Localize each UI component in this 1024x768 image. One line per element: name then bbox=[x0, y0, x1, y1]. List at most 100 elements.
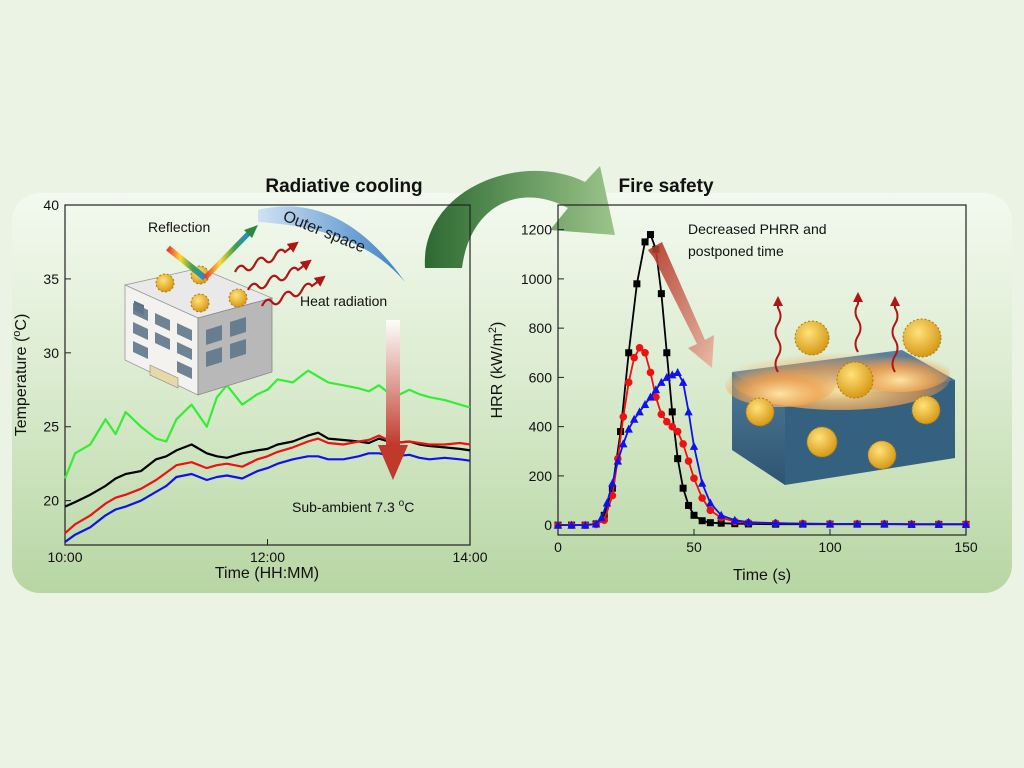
y-tick-label: 800 bbox=[529, 320, 553, 336]
outer-space-arc-icon bbox=[258, 206, 405, 282]
temperature-y-ticks: 20 25 30 35 40 bbox=[43, 197, 71, 509]
data-point-blue bbox=[825, 519, 835, 528]
rooftop-nanoparticle-icons bbox=[155, 265, 248, 313]
data-point-blue bbox=[668, 370, 677, 379]
data-point-red bbox=[706, 506, 715, 515]
data-point-blue bbox=[662, 372, 671, 381]
data-point-blue bbox=[771, 518, 780, 527]
background-panel bbox=[12, 193, 1012, 593]
data-point-blue bbox=[602, 498, 612, 507]
y-tick-label: 400 bbox=[529, 419, 553, 435]
y-tick-label: 35 bbox=[43, 271, 59, 287]
data-point-red bbox=[624, 378, 633, 387]
temperature-series-group bbox=[63, 369, 471, 543]
data-point-blue bbox=[689, 441, 699, 450]
data-point-blue bbox=[619, 439, 628, 448]
y-tick-label: 40 bbox=[43, 197, 59, 213]
y-tick-label: 600 bbox=[529, 369, 553, 385]
data-point-black bbox=[690, 511, 698, 519]
series-line-blue bbox=[64, 452, 471, 543]
heading-radiative-cooling: Radiative cooling bbox=[265, 176, 422, 197]
data-point-red bbox=[684, 457, 693, 465]
data-point-red bbox=[608, 491, 617, 500]
data-point-blue bbox=[629, 414, 639, 423]
decrease-arrow-icon bbox=[648, 242, 714, 368]
data-point-black bbox=[646, 231, 654, 239]
smoke-release-arrows-icon bbox=[773, 292, 900, 373]
data-point-blue bbox=[613, 456, 623, 465]
data-point-blue bbox=[581, 520, 590, 529]
data-point-black bbox=[698, 517, 706, 525]
data-point-red bbox=[641, 348, 649, 357]
data-point-red bbox=[690, 474, 698, 483]
hrr-y-axis-label: HRR (kW/m2) bbox=[487, 322, 506, 419]
data-point-black bbox=[608, 484, 616, 492]
x-tick-label: 100 bbox=[818, 539, 842, 555]
hrr-x-ticks: 0 50 100 150 bbox=[554, 529, 978, 555]
data-point-red bbox=[635, 344, 644, 352]
data-point-black bbox=[679, 484, 687, 492]
data-point-blue bbox=[717, 510, 726, 519]
temperature-x-axis-label: Time (HH:MM) bbox=[215, 565, 319, 582]
decreased-phrr-label-line1: Decreased PHRR and bbox=[688, 221, 827, 237]
data-point-red bbox=[679, 440, 687, 448]
decreased-phrr-label-line2: postponed time bbox=[688, 243, 784, 259]
data-point-blue bbox=[684, 407, 693, 416]
data-point-black bbox=[668, 408, 676, 416]
x-tick-label: 10:00 bbox=[47, 549, 82, 565]
data-point-blue bbox=[730, 515, 739, 524]
data-point-blue bbox=[961, 519, 971, 528]
y-tick-label: 0 bbox=[544, 517, 552, 533]
y-tick-label: 200 bbox=[529, 468, 553, 484]
flame-composite-icon bbox=[725, 318, 955, 485]
data-point-black bbox=[625, 349, 633, 357]
data-point-blue bbox=[907, 519, 916, 528]
heat-wave-arrow-icon bbox=[234, 241, 326, 307]
data-point-red bbox=[657, 410, 666, 419]
hrr-x-axis-label: Time (s) bbox=[733, 567, 791, 584]
y-tick-label: 20 bbox=[43, 493, 59, 509]
data-point-red bbox=[619, 412, 628, 421]
hrr-chart: 0 50 100 150 0 200 400 600 800 1000 1200 Time (s)… bbox=[487, 204, 978, 584]
heading-fire-safety: Fire safety bbox=[618, 176, 713, 197]
data-point-blue bbox=[697, 478, 707, 487]
data-point-black bbox=[685, 501, 693, 509]
x-tick-label: 0 bbox=[554, 539, 562, 555]
data-point-blue bbox=[646, 392, 655, 401]
y-tick-label: 1200 bbox=[521, 222, 552, 238]
reflection-label: Reflection bbox=[148, 219, 210, 235]
data-point-black bbox=[663, 349, 671, 357]
x-tick-label: 150 bbox=[954, 539, 978, 555]
y-tick-label: 30 bbox=[43, 345, 59, 361]
data-point-blue bbox=[635, 407, 644, 416]
cooling-down-arrow-icon bbox=[378, 320, 408, 480]
heat-radiation-label: Heat radiation bbox=[300, 293, 387, 309]
x-tick-label: 12:00 bbox=[250, 549, 285, 565]
reflection-rays-icon bbox=[166, 225, 258, 281]
temperature-x-ticks: 10:00 12:00 14:00 bbox=[47, 539, 488, 565]
data-point-blue bbox=[934, 519, 943, 528]
data-point-blue bbox=[880, 519, 889, 528]
data-point-blue bbox=[853, 519, 862, 528]
data-point-blue bbox=[798, 519, 807, 528]
hrr-plot-frame bbox=[557, 204, 967, 536]
data-point-red bbox=[668, 422, 677, 431]
sub-ambient-label: Sub-ambient 7.3 oC bbox=[292, 498, 414, 515]
data-point-red bbox=[630, 353, 638, 362]
data-point-black bbox=[633, 280, 641, 288]
data-point-red bbox=[663, 417, 671, 426]
data-point-red bbox=[698, 494, 706, 502]
data-point-black bbox=[641, 238, 649, 246]
data-point-red bbox=[652, 393, 660, 401]
data-point-red bbox=[646, 368, 655, 377]
data-point-blue bbox=[744, 517, 753, 526]
hrr-y-ticks: 0 200 400 600 800 1000 1200 bbox=[521, 222, 564, 533]
data-point-blue bbox=[597, 513, 606, 522]
data-point-black bbox=[657, 290, 665, 298]
data-point-red bbox=[673, 427, 682, 436]
x-tick-label: 14:00 bbox=[452, 549, 487, 565]
data-point-blue bbox=[678, 377, 688, 386]
data-point-blue bbox=[624, 424, 633, 433]
data-point-blue bbox=[657, 377, 666, 386]
